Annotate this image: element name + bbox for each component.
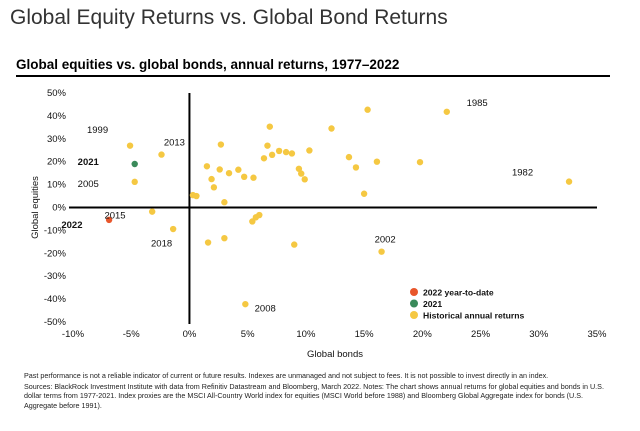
data-point: [126, 142, 134, 149]
data-point: [291, 241, 298, 248]
y-tick-label: 0%: [52, 203, 66, 214]
x-tick-label: 15%: [355, 329, 375, 340]
data-point: [295, 165, 303, 172]
y-tick-label: 20%: [47, 157, 67, 168]
point-annotation: 2015: [104, 210, 125, 221]
data-point: [235, 166, 242, 173]
x-tick-label: 0%: [183, 329, 197, 340]
data-point: [221, 234, 228, 242]
data-point: [260, 155, 268, 162]
data-point: [249, 218, 256, 225]
data-point: [288, 150, 296, 157]
data-point: [131, 178, 138, 186]
x-axis-title: Global bonds: [307, 349, 363, 360]
data-point: [443, 108, 450, 115]
data-point: [360, 190, 368, 197]
data-point: [193, 192, 200, 200]
y-tick-label: 10%: [47, 180, 67, 191]
y-tick-label: -20%: [44, 248, 67, 259]
legend-marker: [410, 299, 418, 308]
data-point: [275, 147, 283, 155]
data-point: [301, 176, 308, 183]
point-annotation: 2021: [78, 157, 100, 168]
legend-label: 2021: [423, 299, 442, 309]
y-tick-label: -50%: [44, 317, 67, 328]
data-point: [250, 174, 257, 181]
point-annotation: 2013: [164, 138, 185, 149]
legend-label: Historical annual returns: [423, 310, 524, 320]
y-tick-label: -40%: [44, 294, 67, 305]
data-point: [378, 248, 385, 255]
point-annotation: 1982: [512, 167, 533, 178]
y-tick-label: 50%: [47, 88, 67, 99]
data-point: [416, 158, 424, 166]
y-tick-label: -10%: [44, 225, 67, 236]
legend-marker: [410, 311, 418, 319]
data-point: [105, 216, 113, 224]
chart-title: Global equities vs. global bonds, annual…: [16, 57, 400, 72]
point-annotation: 1985: [467, 98, 488, 109]
x-tick-label: 30%: [529, 329, 549, 340]
y-tick-label: 40%: [47, 111, 67, 122]
x-tick-label: 10%: [296, 329, 316, 340]
point-annotation: 2018: [151, 238, 172, 249]
data-point: [306, 147, 313, 154]
x-tick-label: 20%: [413, 329, 433, 340]
legend-label: 2022 year-to-date: [423, 287, 494, 297]
data-point: [565, 178, 573, 185]
x-tick-label: -5%: [123, 329, 140, 340]
point-annotation: 2022: [61, 220, 82, 231]
page-title: Global Equity Returns vs. Global Bond Re…: [10, 6, 448, 29]
y-tick-label: 30%: [47, 134, 67, 145]
data-point: [217, 141, 225, 148]
x-tick-label: 5%: [241, 329, 255, 340]
data-point: [225, 169, 233, 177]
data-point: [266, 123, 273, 130]
point-annotation: 2002: [375, 235, 396, 246]
data-point: [131, 160, 138, 168]
data-point: [158, 151, 165, 158]
data-point: [345, 153, 353, 161]
data-point: [204, 239, 212, 246]
point-annotation: 1999: [87, 125, 108, 136]
data-point: [216, 166, 223, 173]
data-point: [373, 158, 381, 165]
data-point: [298, 170, 305, 177]
data-point: [169, 225, 177, 233]
data-point: [264, 142, 271, 149]
data-point: [268, 151, 276, 159]
data-point: [242, 300, 249, 308]
data-point: [352, 164, 360, 171]
data-point: [364, 106, 371, 113]
data-point: [208, 175, 215, 183]
y-axis-title: Global equities: [30, 176, 41, 239]
data-point: [203, 163, 211, 170]
sources-text: Sources: BlackRock Investment Institute …: [24, 382, 604, 410]
point-annotation: 2008: [255, 304, 276, 315]
data-point: [210, 184, 218, 191]
disclaimer-text: Past performance is not a reliable indic…: [24, 371, 549, 380]
data-point: [240, 173, 248, 181]
data-point: [282, 148, 290, 156]
title-divider: [16, 75, 610, 77]
x-tick-label: 35%: [587, 329, 607, 340]
y-tick-label: -30%: [44, 271, 67, 282]
data-point: [328, 125, 335, 132]
legend-marker: [410, 288, 418, 296]
data-point: [148, 208, 156, 215]
x-tick-label: -10%: [62, 329, 85, 340]
point-annotation: 2005: [78, 179, 99, 190]
x-tick-label: 25%: [471, 329, 491, 340]
data-point: [221, 199, 228, 206]
